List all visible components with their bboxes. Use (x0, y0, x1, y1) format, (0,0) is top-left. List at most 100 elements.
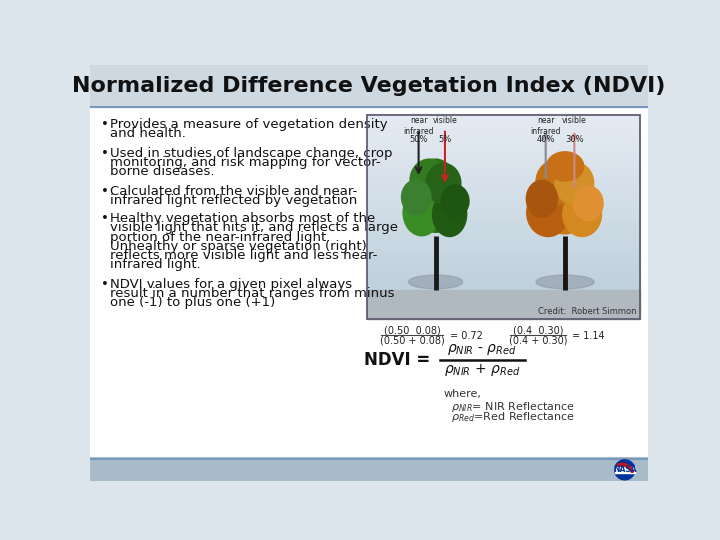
Bar (367, 141, 640, 145)
Text: = 1.14: = 1.14 (572, 331, 605, 341)
FancyArrowPatch shape (619, 465, 632, 471)
Bar (367, 274, 640, 278)
Bar (367, 305, 640, 309)
Bar (367, 219, 640, 224)
Bar (367, 186, 640, 190)
Text: monitoring, and risk mapping for vector-: monitoring, and risk mapping for vector- (110, 156, 381, 169)
Circle shape (615, 460, 635, 480)
Ellipse shape (526, 180, 557, 217)
Text: 40%: 40% (536, 135, 555, 144)
Bar (367, 223, 640, 227)
Bar (90, 459, 648, 481)
Bar (615, 467, 635, 472)
Text: •: • (101, 185, 109, 198)
Bar (367, 138, 640, 142)
Bar (367, 121, 640, 125)
Text: Normalized Difference Vegetation Index (NDVI): Normalized Difference Vegetation Index (… (72, 76, 666, 96)
Bar (367, 131, 640, 135)
Text: •: • (101, 278, 109, 291)
Text: Healthy vegetation absorbs most of the: Healthy vegetation absorbs most of the (110, 212, 375, 225)
Ellipse shape (412, 159, 459, 232)
Text: NASA: NASA (613, 465, 636, 474)
Bar (367, 145, 640, 149)
Bar (367, 152, 640, 156)
Bar (367, 267, 640, 271)
Bar (367, 216, 640, 220)
Text: borne diseases.: borne diseases. (110, 165, 215, 178)
Ellipse shape (403, 190, 441, 236)
Bar (367, 213, 640, 217)
Ellipse shape (536, 161, 594, 234)
Bar (367, 161, 640, 166)
Bar (367, 192, 640, 197)
Bar (367, 127, 640, 132)
Text: $\rho_{NIR}$ - $\rho_{Red}$: $\rho_{NIR}$ - $\rho_{Red}$ (447, 342, 517, 357)
Text: visible: visible (433, 117, 457, 125)
Bar (367, 298, 640, 302)
Bar (367, 308, 640, 312)
Bar (367, 202, 640, 207)
Text: Calculated from the visible and near-: Calculated from the visible and near- (110, 185, 357, 198)
Text: NDVI =: NDVI = (364, 350, 436, 369)
Ellipse shape (546, 152, 584, 181)
Text: and health.: and health. (110, 127, 186, 140)
Bar (367, 165, 640, 169)
Ellipse shape (410, 159, 449, 201)
Bar (367, 240, 640, 244)
Bar (90, 107, 648, 459)
Bar (367, 291, 640, 295)
Text: near
infrared: near infrared (531, 117, 561, 136)
Bar (367, 182, 640, 186)
Bar (367, 260, 640, 265)
Text: $\rho_{NIR}$= NIR Reflectance: $\rho_{NIR}$= NIR Reflectance (451, 400, 575, 414)
Text: •: • (101, 147, 109, 160)
Text: NDVI values for a given pixel always: NDVI values for a given pixel always (110, 278, 352, 291)
Bar (367, 257, 640, 261)
Text: Used in studies of landscape change, crop: Used in studies of landscape change, cro… (110, 147, 392, 160)
Bar (367, 179, 640, 183)
Bar (367, 115, 640, 319)
Text: $\rho_{NIR}$ + $\rho_{Red}$: $\rho_{NIR}$ + $\rho_{Red}$ (444, 362, 521, 377)
Bar (367, 253, 640, 258)
Bar (367, 287, 640, 292)
Bar (367, 195, 640, 200)
Text: portion of the near-infrared light.: portion of the near-infrared light. (110, 231, 330, 244)
Ellipse shape (441, 185, 469, 217)
Text: Unhealthy or sparse vegetation (right): Unhealthy or sparse vegetation (right) (110, 240, 367, 253)
Bar (367, 312, 640, 315)
Text: infrared light.: infrared light. (110, 258, 201, 271)
Bar (367, 278, 640, 281)
Bar (367, 114, 640, 118)
Bar (367, 118, 640, 122)
Text: 30%: 30% (565, 135, 584, 144)
Ellipse shape (536, 159, 579, 204)
Ellipse shape (408, 275, 463, 289)
Text: $\rho_{Red}$=Red Reflectance: $\rho_{Red}$=Red Reflectance (451, 410, 575, 424)
Bar (367, 230, 640, 234)
Bar (367, 226, 640, 231)
Text: Provides a measure of vegetation density: Provides a measure of vegetation density (110, 118, 388, 131)
Bar (367, 294, 640, 299)
Text: result in a number that ranges from minus: result in a number that ranges from minu… (110, 287, 395, 300)
Bar (367, 247, 640, 251)
Bar (367, 315, 640, 319)
Text: visible: visible (562, 117, 587, 125)
Ellipse shape (555, 162, 594, 205)
Ellipse shape (433, 192, 467, 237)
Text: visible light that hits it, and reflects a large: visible light that hits it, and reflects… (110, 221, 398, 234)
Bar (367, 237, 640, 241)
Ellipse shape (574, 186, 603, 221)
Bar (367, 206, 640, 210)
Bar (367, 168, 640, 173)
Text: reflects more visible light and less near-: reflects more visible light and less nea… (110, 249, 377, 262)
Text: = 0.72: = 0.72 (449, 331, 482, 341)
Text: •: • (101, 118, 109, 131)
Bar (367, 155, 640, 159)
Ellipse shape (563, 192, 601, 237)
Text: one (-1) to plus one (+1): one (-1) to plus one (+1) (110, 296, 275, 309)
Bar (367, 176, 640, 179)
Ellipse shape (426, 164, 461, 204)
Text: •: • (101, 212, 109, 225)
Bar (367, 199, 640, 203)
Bar (367, 134, 640, 139)
